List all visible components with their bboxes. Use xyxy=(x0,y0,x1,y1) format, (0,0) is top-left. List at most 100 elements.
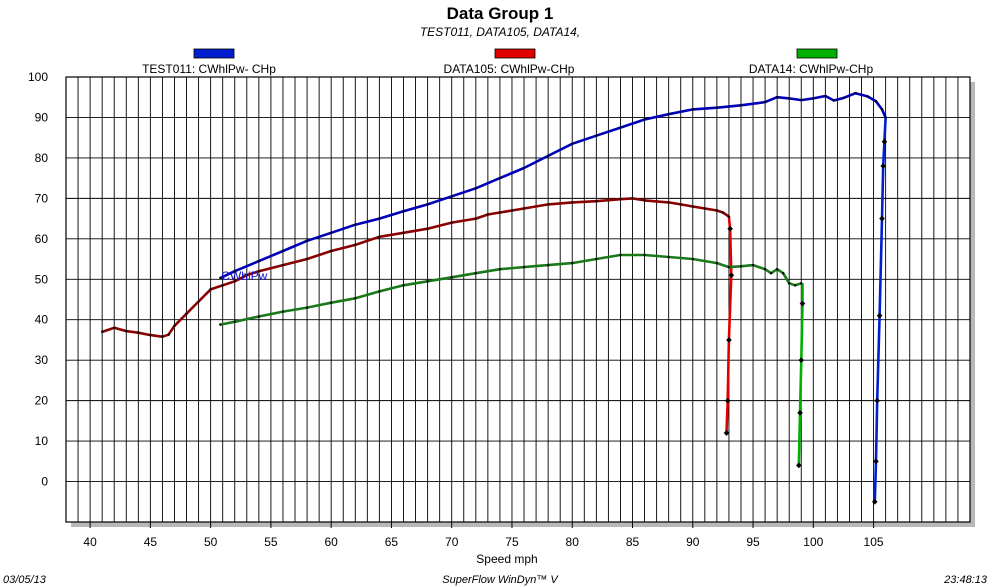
data-point xyxy=(884,116,887,119)
x-tick-label: 90 xyxy=(686,535,700,549)
data-point xyxy=(257,259,261,263)
data-point xyxy=(876,312,883,319)
data-point xyxy=(691,108,694,111)
data-point xyxy=(185,312,188,315)
data-point xyxy=(763,100,767,104)
data-point xyxy=(522,207,526,210)
data-point xyxy=(173,324,176,327)
data-point xyxy=(796,462,802,469)
data-point xyxy=(715,209,719,212)
data-point xyxy=(305,306,309,309)
x-tick-label: 100 xyxy=(803,535,823,549)
data-point xyxy=(219,323,222,326)
data-point xyxy=(724,397,731,404)
y-tick-label: 0 xyxy=(41,475,48,489)
data-point xyxy=(486,213,490,216)
data-point xyxy=(354,223,357,226)
data-point xyxy=(571,261,574,265)
data-point xyxy=(233,320,236,323)
x-tick-label: 75 xyxy=(505,535,519,549)
y-tick-label: 70 xyxy=(35,191,49,205)
data-point xyxy=(727,215,731,218)
data-point xyxy=(723,430,730,436)
data-point xyxy=(450,221,453,224)
data-point xyxy=(727,265,731,269)
data-point xyxy=(715,106,719,109)
x-tick-label: 80 xyxy=(566,535,580,549)
data-point xyxy=(197,300,200,303)
data-point xyxy=(874,100,878,103)
y-tick-label: 50 xyxy=(35,272,49,286)
data-point xyxy=(595,257,598,261)
data-point xyxy=(125,329,128,333)
data-point xyxy=(329,249,333,253)
data-point xyxy=(667,255,670,259)
data-point xyxy=(378,290,381,293)
data-point xyxy=(221,284,224,287)
data-point xyxy=(703,207,707,210)
plot-background xyxy=(66,77,970,522)
data-point xyxy=(788,282,791,285)
data-point xyxy=(329,301,333,304)
data-point xyxy=(619,126,622,129)
legend-label: TEST011: CWhlPw- CHp xyxy=(142,62,276,76)
data-point xyxy=(354,243,357,247)
data-point xyxy=(233,280,236,283)
legend-label: DATA14: CWhlPw-CHp xyxy=(749,62,874,76)
data-point xyxy=(595,199,598,203)
x-tick-label: 45 xyxy=(144,535,158,549)
data-point xyxy=(402,210,405,213)
data-point xyxy=(631,197,634,200)
data-point xyxy=(522,265,526,269)
data-point xyxy=(873,458,879,465)
data-point xyxy=(739,104,743,107)
data-point xyxy=(619,253,622,257)
y-tick-label: 90 xyxy=(35,110,49,124)
x-tick-label: 50 xyxy=(204,535,218,549)
data-point xyxy=(571,201,574,204)
data-point xyxy=(450,276,453,279)
data-point xyxy=(498,176,502,180)
data-point xyxy=(775,267,779,271)
legend-swatch xyxy=(494,48,536,59)
data-point xyxy=(824,94,827,98)
data-point xyxy=(100,330,104,334)
data-point xyxy=(510,209,514,212)
data-point xyxy=(797,409,803,416)
footer-software: SuperFlow WinDyn™ V xyxy=(442,574,559,586)
data-point xyxy=(281,310,285,313)
data-point xyxy=(728,272,735,279)
series-line xyxy=(219,91,887,280)
data-point xyxy=(691,205,694,208)
data-point xyxy=(149,333,152,337)
data-point xyxy=(739,265,743,268)
data-point xyxy=(402,284,405,287)
data-point xyxy=(522,166,526,170)
data-point xyxy=(880,108,884,111)
data-point xyxy=(474,272,478,275)
data-point xyxy=(137,331,140,334)
data-point xyxy=(800,282,803,285)
y-tick-label: 40 xyxy=(35,313,49,327)
data-point xyxy=(498,267,502,271)
data-point xyxy=(305,257,309,261)
data-point xyxy=(727,225,733,232)
data-point xyxy=(763,267,767,271)
data-point xyxy=(209,288,212,291)
data-point xyxy=(474,217,478,220)
data-point xyxy=(167,333,170,336)
data-point xyxy=(854,91,857,95)
data-point xyxy=(643,253,646,257)
data-point xyxy=(378,217,381,220)
data-point xyxy=(426,280,429,283)
data-point xyxy=(794,284,797,287)
data-point xyxy=(571,142,574,145)
data-point xyxy=(799,300,806,307)
data-point xyxy=(219,276,222,280)
data-point xyxy=(281,249,285,253)
data-point xyxy=(329,231,333,234)
data-point xyxy=(751,263,755,267)
y-tick-label: 20 xyxy=(35,394,49,408)
data-point xyxy=(498,211,502,214)
